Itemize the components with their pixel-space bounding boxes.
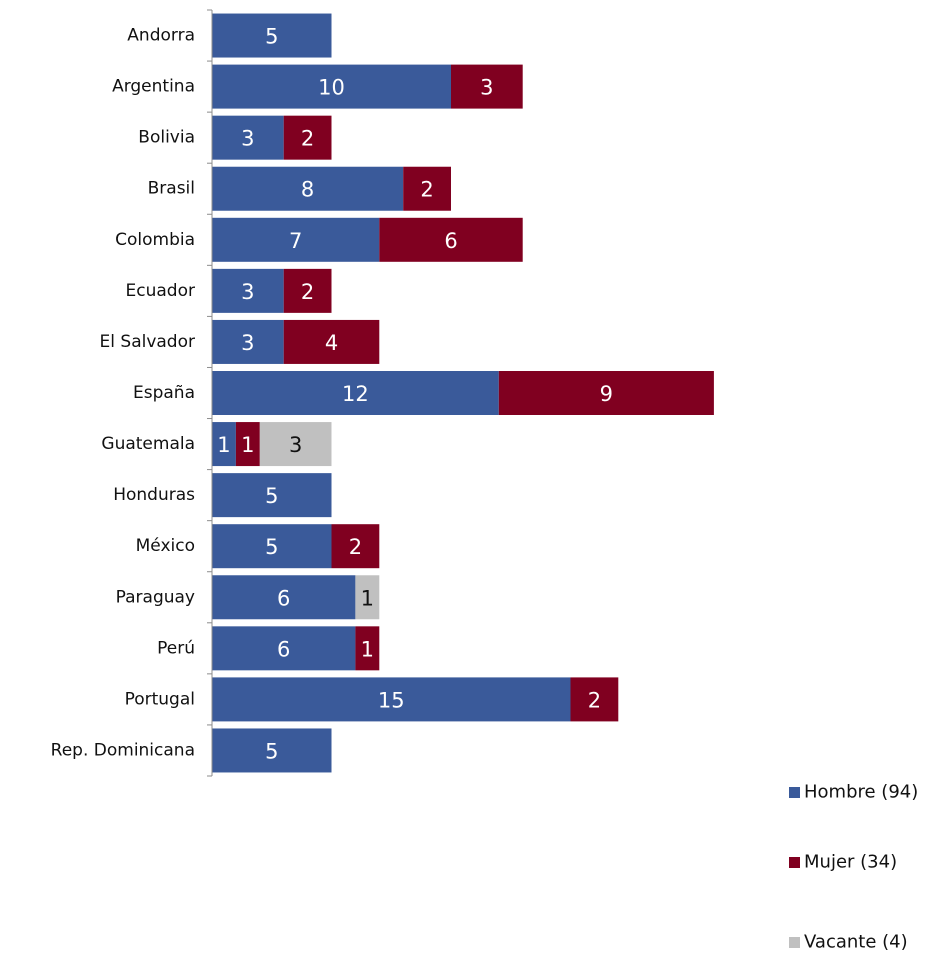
bar-el-salvador-hombre <box>212 319 284 364</box>
bar-ecuador-hombre <box>212 268 284 313</box>
data-label-colombia-hombre: 7 <box>289 229 302 253</box>
bar-guatemala-hombre <box>212 422 236 467</box>
bar-espana-mujer <box>498 371 714 415</box>
bar-guatemala-vacante <box>259 422 332 467</box>
bar-paraguay-vacante <box>355 575 380 620</box>
data-label-portugal-mujer: 2 <box>588 688 601 712</box>
bar-honduras-hombre <box>212 473 332 518</box>
data-label-el-salvador-hombre: 3 <box>241 331 254 355</box>
bar-peru-hombre <box>212 626 356 671</box>
data-label-andorra-hombre: 5 <box>265 25 278 49</box>
data-label-ecuador-hombre: 3 <box>241 280 254 304</box>
category-label-rep-dominicana: Rep. Dominicana <box>51 740 195 760</box>
legend-label-hombre: Hombre (94) <box>804 782 918 803</box>
category-label-mexico: México <box>136 536 195 556</box>
bar-brasil-mujer <box>403 166 451 211</box>
category-label-paraguay: Paraguay <box>116 587 195 607</box>
data-label-bolivia-hombre: 3 <box>241 127 254 151</box>
bar-peru-mujer <box>355 626 380 671</box>
data-label-argentina-hombre: 10 <box>318 76 345 100</box>
data-label-espana-hombre: 12 <box>342 382 369 406</box>
category-label-bolivia: Bolivia <box>138 128 195 148</box>
data-label-brasil-hombre: 8 <box>301 178 314 202</box>
legend-swatch-vacante <box>789 937 800 948</box>
category-label-portugal: Portugal <box>125 689 195 709</box>
bar-argentina-hombre <box>212 64 451 109</box>
data-label-el-salvador-mujer: 4 <box>325 331 338 355</box>
bar-portugal-hombre <box>212 677 571 722</box>
bar-rep-dominicana-hombre <box>212 728 332 773</box>
bar-mexico-mujer <box>331 524 380 569</box>
data-label-peru-hombre: 6 <box>277 637 290 661</box>
bar-ecuador-mujer <box>283 268 332 313</box>
data-label-peru-mujer: 1 <box>361 637 374 661</box>
category-label-guatemala: Guatemala <box>101 434 195 454</box>
bar-mexico-hombre <box>212 524 332 569</box>
category-label-espana: España <box>133 383 195 403</box>
category-labels: Andorra Argentina Bolivia Brasil Colombia Ecu… <box>51 26 195 761</box>
bar-bolivia-hombre <box>212 115 284 160</box>
data-label-brasil-mujer: 2 <box>420 178 433 202</box>
data-label-argentina-mujer: 3 <box>480 76 493 100</box>
category-label-andorra: Andorra <box>127 26 195 46</box>
legend-swatch-hombre <box>789 787 800 798</box>
bar-argentina-mujer <box>451 64 523 109</box>
legend: Hombre (94) Mujer (34) Vacante (4) <box>789 782 918 953</box>
data-label-guatemala-hombre: 1 <box>217 433 230 457</box>
bar-colombia-hombre <box>212 217 380 262</box>
bar-andorra-hombre <box>212 13 332 58</box>
bars-layer: 510 33 28 27 63 23 412 91 1 355 26 16 115 25 <box>212 13 714 773</box>
category-axis <box>207 9 213 777</box>
bar-bolivia-mujer <box>283 115 332 160</box>
bar-paraguay-hombre <box>212 575 356 620</box>
category-label-colombia: Colombia <box>115 230 195 250</box>
data-label-bolivia-mujer: 2 <box>301 127 314 151</box>
data-label-mexico-mujer: 2 <box>349 535 362 559</box>
bar-brasil-hombre <box>212 166 404 211</box>
category-label-honduras: Honduras <box>113 485 195 505</box>
bar-espana-hombre <box>212 371 499 415</box>
data-label-ecuador-mujer: 2 <box>301 280 314 304</box>
bar-colombia-mujer <box>379 217 523 262</box>
category-label-peru: Perú <box>157 638 195 658</box>
category-label-argentina: Argentina <box>112 77 195 97</box>
category-label-ecuador: Ecuador <box>126 281 195 301</box>
legend-swatch-mujer <box>789 857 800 868</box>
data-label-portugal-hombre: 15 <box>378 688 405 712</box>
data-label-guatemala-vacante: 3 <box>289 433 302 457</box>
data-label-rep-dominicana-hombre: 5 <box>265 739 278 763</box>
data-label-mexico-hombre: 5 <box>265 535 278 559</box>
bar-guatemala-mujer <box>235 422 260 467</box>
data-label-honduras-hombre: 5 <box>265 484 278 508</box>
data-label-paraguay-hombre: 6 <box>277 586 290 610</box>
data-label-guatemala-mujer: 1 <box>241 433 254 457</box>
data-label-colombia-mujer: 6 <box>444 229 457 253</box>
bar-el-salvador-mujer <box>283 319 380 364</box>
data-label-paraguay-vacante: 1 <box>361 586 374 610</box>
category-label-brasil: Brasil <box>148 179 195 199</box>
bar-portugal-mujer <box>570 677 619 722</box>
legend-label-mujer: Mujer (34) <box>804 852 897 873</box>
legend-label-vacante: Vacante (4) <box>804 932 908 953</box>
category-label-el-salvador: El Salvador <box>100 332 195 352</box>
data-label-espana-mujer: 9 <box>600 382 613 406</box>
